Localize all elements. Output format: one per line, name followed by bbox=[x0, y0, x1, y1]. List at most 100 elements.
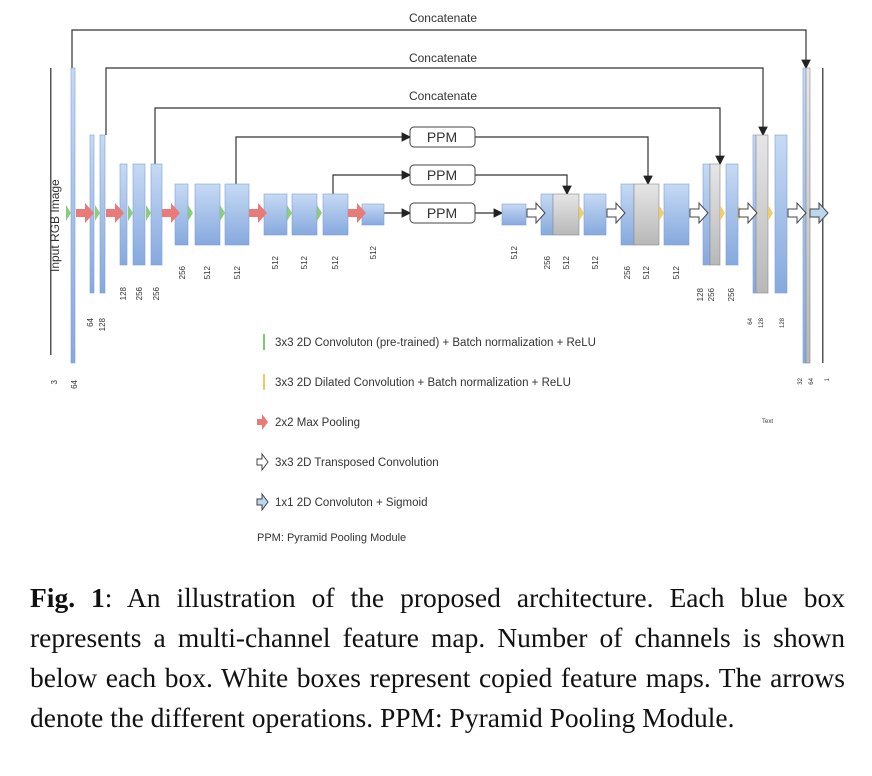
conv-op bbox=[66, 205, 71, 221]
input-label: Input RGB Image bbox=[48, 179, 62, 272]
channel-label: 512 bbox=[233, 265, 242, 279]
conv-op bbox=[287, 205, 292, 221]
skip-connections bbox=[71, 29, 811, 218]
concat-label-2: Concatenate bbox=[409, 51, 477, 65]
channel-label: 512 bbox=[271, 255, 280, 269]
copied-feature-map bbox=[805, 67, 811, 364]
transposed-conv-op bbox=[738, 201, 758, 225]
legend-label: 3x3 2D Dilated Convolution + Batch norma… bbox=[275, 377, 571, 389]
channel-labels: 3 64 64 128 128 256 256 256 512 512 512 512 512 512 51… bbox=[50, 245, 831, 388]
conv-op bbox=[128, 205, 133, 221]
concatenate-connector bbox=[105, 67, 768, 137]
transposed-conv-op bbox=[689, 201, 709, 225]
feature-map bbox=[291, 193, 318, 236]
feature-map bbox=[132, 163, 146, 266]
channel-label: 128 bbox=[759, 317, 765, 328]
dilated-conv-op bbox=[768, 205, 773, 221]
conv-op bbox=[220, 205, 225, 221]
ppm-box-2: PPM bbox=[409, 164, 476, 186]
channel-label: 256 bbox=[152, 286, 161, 300]
copied-feature-map bbox=[633, 183, 660, 246]
channel-label: 256 bbox=[623, 265, 632, 279]
dilated-conv-op bbox=[659, 205, 664, 221]
feature-map bbox=[99, 134, 106, 294]
concat-label-3: Concatenate bbox=[409, 89, 477, 103]
channel-label: 512 bbox=[300, 255, 309, 269]
copied-feature-map bbox=[755, 134, 769, 294]
channel-label: 512 bbox=[203, 265, 212, 279]
feature-map bbox=[725, 163, 739, 266]
channel-label: 1 bbox=[825, 377, 831, 381]
legend: 3x3 2D Convoluton (pre-trained) + Batch … bbox=[256, 334, 596, 512]
architecture-diagram: 3 64 64 128 128 256 256 256 512 512 512 512 512 512 51… bbox=[48, 11, 831, 544]
conv-op bbox=[95, 205, 100, 221]
maxpool-op bbox=[106, 203, 124, 223]
operation-arrows bbox=[66, 201, 829, 225]
transposed-conv-op bbox=[606, 201, 626, 225]
channel-label: 3 bbox=[50, 379, 59, 384]
transposed-conv-op bbox=[787, 201, 807, 225]
ppm-label: PPM bbox=[427, 205, 457, 221]
channel-label: 512 bbox=[510, 245, 519, 259]
legend-label: 3x3 2D Convoluton (pre-trained) + Batch … bbox=[275, 337, 596, 349]
channel-label: 64 bbox=[809, 377, 815, 384]
conv-op bbox=[146, 205, 151, 221]
copied-feature-map bbox=[709, 163, 721, 266]
ppm-box-3: PPM bbox=[409, 202, 476, 224]
maxpool-op bbox=[76, 203, 94, 223]
maxpool-op bbox=[348, 203, 366, 223]
feature-map bbox=[501, 203, 527, 226]
feature-map bbox=[663, 183, 690, 246]
channel-label: 32 bbox=[798, 377, 804, 384]
feature-map bbox=[322, 193, 349, 236]
feature-map bbox=[583, 193, 607, 236]
dilated-conv-op bbox=[720, 205, 725, 221]
blue-sigmoid-arrow-icon bbox=[256, 492, 269, 512]
channel-label: 512 bbox=[562, 255, 571, 269]
ppm-label: PPM bbox=[427, 129, 457, 145]
figure-caption: Fig. 1: An illustration of the proposed … bbox=[30, 578, 845, 738]
feature-map bbox=[150, 163, 163, 266]
channel-label: 64 bbox=[86, 317, 95, 326]
channel-label: 256 bbox=[178, 265, 187, 279]
ppm-connector bbox=[475, 174, 572, 196]
channel-label: 64 bbox=[70, 379, 79, 388]
channel-label: 512 bbox=[369, 245, 378, 259]
feature-map bbox=[224, 183, 250, 246]
ppm-connector bbox=[475, 136, 653, 186]
ppm-connector bbox=[235, 132, 412, 184]
legend-label: 2x2 Max Pooling bbox=[275, 417, 360, 429]
feature-map bbox=[774, 134, 788, 294]
channel-label: 256 bbox=[727, 287, 736, 301]
channel-label: 512 bbox=[672, 265, 681, 279]
concat-label-1: Concatenate bbox=[409, 11, 477, 25]
legend-label: 1x1 2D Convoluton + Sigmoid bbox=[275, 497, 427, 509]
white-transposed-conv-arrow-icon bbox=[256, 452, 269, 472]
channel-label: 256 bbox=[543, 255, 552, 269]
figure-number: Fig. 1 bbox=[30, 582, 105, 613]
caption-text: : An illustration of the proposed archit… bbox=[30, 582, 845, 733]
channel-label: 128 bbox=[696, 287, 705, 301]
stray-text: Text bbox=[762, 419, 773, 425]
feature-map bbox=[263, 193, 288, 236]
transposed-conv-op bbox=[526, 201, 546, 225]
conv-op bbox=[188, 205, 193, 221]
feature-map bbox=[70, 67, 76, 364]
channel-label: 256 bbox=[135, 286, 144, 300]
ppm-connector bbox=[332, 170, 412, 194]
channel-label: 64 bbox=[748, 317, 754, 324]
copied-feature-map bbox=[552, 193, 580, 236]
channel-label: 128 bbox=[780, 317, 786, 328]
legend-label: 3x3 2D Transposed Convolution bbox=[275, 457, 439, 469]
channel-label: 512 bbox=[591, 255, 600, 269]
dilated-conv-op bbox=[579, 205, 584, 221]
ppm-box-1: PPM bbox=[409, 126, 476, 148]
feature-map bbox=[361, 203, 385, 226]
conv-op bbox=[317, 205, 322, 221]
ppm-label: PPM bbox=[427, 167, 457, 183]
channel-label: 512 bbox=[331, 255, 340, 269]
legend-ppm: PPM: Pyramid Pooling Module bbox=[257, 532, 406, 544]
maxpool-op bbox=[162, 203, 180, 223]
yellow-dilated-conv-icon bbox=[263, 374, 265, 390]
channel-label: 512 bbox=[642, 265, 651, 279]
